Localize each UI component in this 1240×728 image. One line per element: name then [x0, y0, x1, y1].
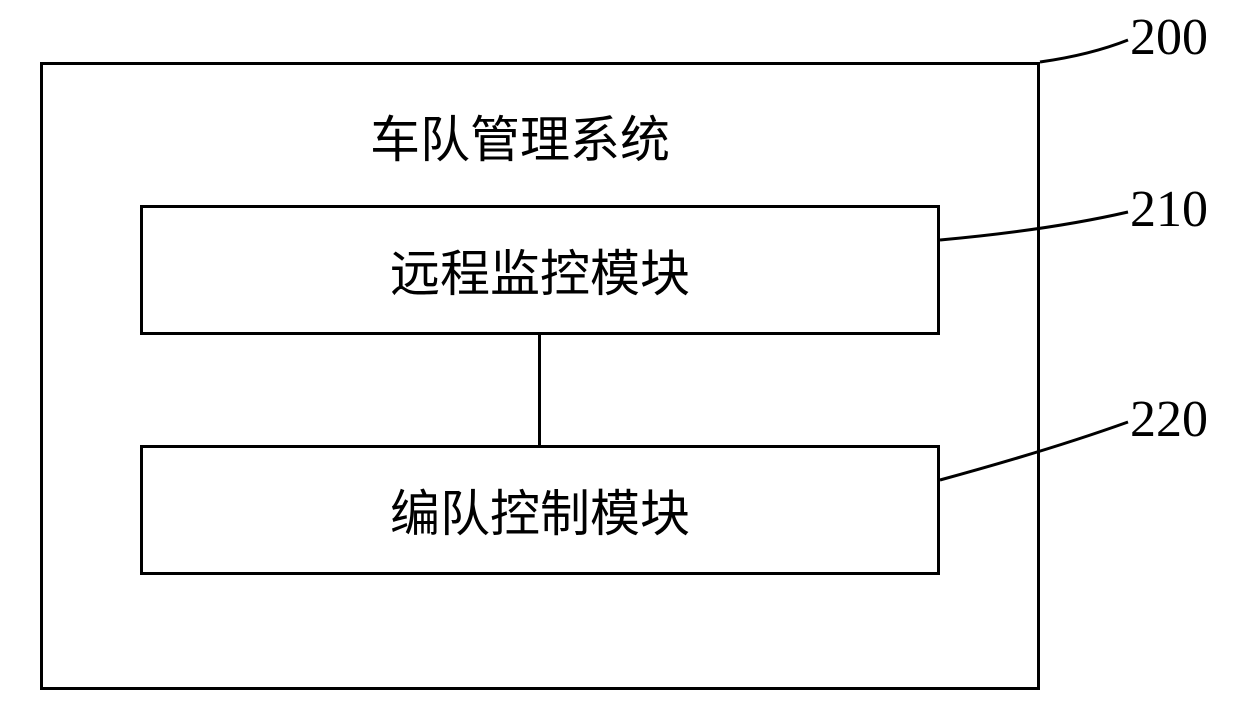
- formation-module-text: 编队控制模块: [390, 474, 690, 546]
- system-title: 车队管理系统: [370, 100, 670, 172]
- formation-module-label: 220: [1130, 390, 1208, 449]
- monitor-module-box: 远程监控模块: [140, 205, 940, 335]
- formation-module-box: 编队控制模块: [140, 445, 940, 575]
- system-label: 200: [1130, 8, 1208, 67]
- monitor-module-label: 210: [1130, 180, 1208, 239]
- monitor-module-text: 远程监控模块: [390, 234, 690, 306]
- connector-line: [538, 335, 541, 445]
